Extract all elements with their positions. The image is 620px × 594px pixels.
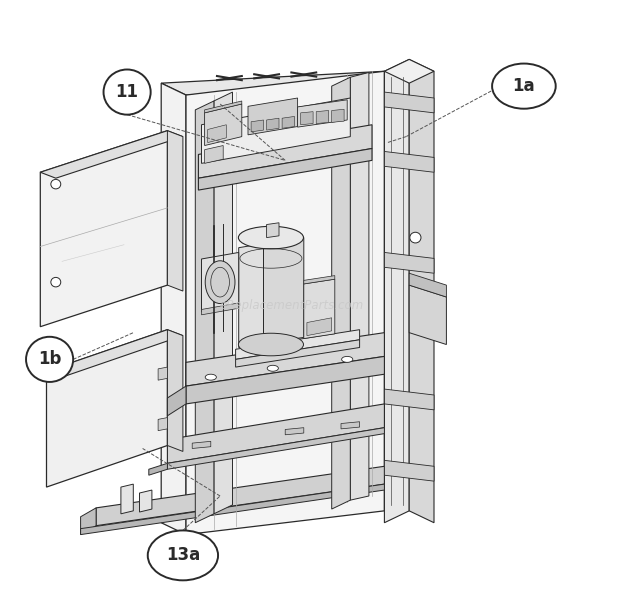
Polygon shape xyxy=(195,101,214,523)
Ellipse shape xyxy=(26,337,73,382)
Polygon shape xyxy=(332,77,350,509)
Polygon shape xyxy=(304,279,335,339)
Polygon shape xyxy=(167,404,384,463)
Text: 1b: 1b xyxy=(38,350,61,368)
Polygon shape xyxy=(316,110,329,124)
Polygon shape xyxy=(236,340,360,367)
Polygon shape xyxy=(121,484,133,514)
Text: 11: 11 xyxy=(115,83,139,101)
Polygon shape xyxy=(205,104,242,146)
Text: 1a: 1a xyxy=(513,77,535,95)
Polygon shape xyxy=(81,508,96,535)
Polygon shape xyxy=(46,330,167,487)
Ellipse shape xyxy=(104,69,151,115)
Polygon shape xyxy=(267,223,279,238)
Polygon shape xyxy=(202,303,239,315)
Polygon shape xyxy=(140,490,152,512)
Polygon shape xyxy=(409,59,434,523)
Ellipse shape xyxy=(267,365,278,371)
Polygon shape xyxy=(267,118,279,130)
Ellipse shape xyxy=(492,64,556,109)
Polygon shape xyxy=(40,131,167,327)
Polygon shape xyxy=(205,146,223,163)
Polygon shape xyxy=(167,386,186,416)
Polygon shape xyxy=(167,428,384,469)
Polygon shape xyxy=(251,120,264,132)
Polygon shape xyxy=(81,484,384,535)
Ellipse shape xyxy=(51,277,61,287)
Polygon shape xyxy=(198,148,372,190)
Polygon shape xyxy=(96,466,384,526)
Polygon shape xyxy=(350,72,369,500)
Polygon shape xyxy=(301,112,313,125)
Polygon shape xyxy=(158,418,167,431)
Polygon shape xyxy=(236,330,360,359)
Polygon shape xyxy=(167,131,183,291)
Polygon shape xyxy=(282,116,294,128)
Polygon shape xyxy=(46,330,183,377)
Polygon shape xyxy=(202,98,350,163)
Polygon shape xyxy=(341,422,360,429)
Polygon shape xyxy=(384,151,434,172)
Polygon shape xyxy=(384,92,434,113)
Polygon shape xyxy=(40,131,183,178)
Polygon shape xyxy=(264,238,304,343)
Polygon shape xyxy=(186,71,384,535)
Polygon shape xyxy=(409,285,446,345)
Ellipse shape xyxy=(410,232,421,243)
Polygon shape xyxy=(202,252,239,312)
Polygon shape xyxy=(208,125,226,143)
Polygon shape xyxy=(384,460,434,481)
Text: eReplacementParts.com: eReplacementParts.com xyxy=(219,299,363,312)
Text: 13a: 13a xyxy=(166,546,200,564)
Polygon shape xyxy=(298,100,347,127)
Ellipse shape xyxy=(238,333,304,356)
Polygon shape xyxy=(161,71,409,95)
Polygon shape xyxy=(384,252,434,273)
Polygon shape xyxy=(285,428,304,435)
Polygon shape xyxy=(158,367,167,380)
Polygon shape xyxy=(304,276,335,284)
Polygon shape xyxy=(332,109,344,122)
Polygon shape xyxy=(409,273,446,297)
Ellipse shape xyxy=(342,356,353,362)
Polygon shape xyxy=(198,125,372,178)
Polygon shape xyxy=(307,318,332,336)
Polygon shape xyxy=(186,356,384,404)
Polygon shape xyxy=(149,463,167,475)
Polygon shape xyxy=(239,244,264,347)
Polygon shape xyxy=(167,330,183,451)
Polygon shape xyxy=(205,101,242,113)
Polygon shape xyxy=(186,333,384,386)
Ellipse shape xyxy=(51,179,61,189)
Polygon shape xyxy=(248,98,298,135)
Ellipse shape xyxy=(148,530,218,580)
Ellipse shape xyxy=(238,226,304,249)
Polygon shape xyxy=(192,441,211,448)
Polygon shape xyxy=(384,389,434,410)
Polygon shape xyxy=(161,83,186,535)
Polygon shape xyxy=(214,92,232,514)
Polygon shape xyxy=(384,59,434,83)
Ellipse shape xyxy=(205,374,216,380)
Ellipse shape xyxy=(205,261,235,304)
Polygon shape xyxy=(384,59,409,523)
